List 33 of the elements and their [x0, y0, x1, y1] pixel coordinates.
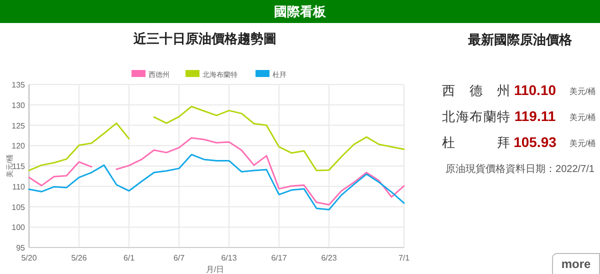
text: 原油現貨價格資料日期：2022/7/1 — [444, 162, 596, 176]
text: 國際看板 — [0, 0, 600, 23]
y-tick-label: 120 — [12, 142, 26, 151]
x-tick-label: 6/13 — [221, 254, 238, 262]
y-tick-label: 105 — [12, 202, 26, 212]
line-series — [28, 154, 405, 210]
y-tick-label: 130 — [12, 100, 26, 110]
y-tick-label: 100 — [12, 223, 26, 232]
category-label: 杜拜 — [442, 134, 510, 152]
y-tick-label: 95 — [16, 244, 26, 252]
category-label: 北海布蘭特 — [442, 108, 510, 126]
x-tick-label: 6/23 — [321, 254, 338, 262]
x-tick-label: 7/1 — [398, 254, 410, 262]
x-tick-label: 6/7 — [173, 254, 186, 262]
x-tick-label: 6/1 — [123, 254, 136, 262]
x-tick-label: 5/20 — [21, 254, 38, 262]
text: 119.11 — [514, 108, 556, 124]
text: 110.10 — [514, 82, 556, 98]
y-tick-label: 115 — [12, 162, 26, 171]
chart-title: 近三十日原油價格趨勢圖 — [132, 31, 276, 46]
y-tick-label: 135 — [12, 80, 26, 90]
x-tick-label: 6/17 — [271, 254, 288, 262]
text: 105.93 — [514, 134, 556, 150]
x-tick-label: 5/26 — [71, 254, 88, 262]
text: 美元/桶 — [568, 112, 597, 123]
y-tick-label: 125 — [12, 121, 26, 130]
text: 最新國際原油價格 — [467, 31, 573, 49]
x-axis-title: 月/日 — [206, 265, 224, 274]
category-label: 西德州 — [442, 82, 510, 100]
text: more — [552, 253, 600, 274]
text: 美元/桶 — [568, 138, 597, 149]
y-tick-label: 110 — [12, 182, 26, 192]
text: 美元/桶 — [568, 86, 597, 97]
